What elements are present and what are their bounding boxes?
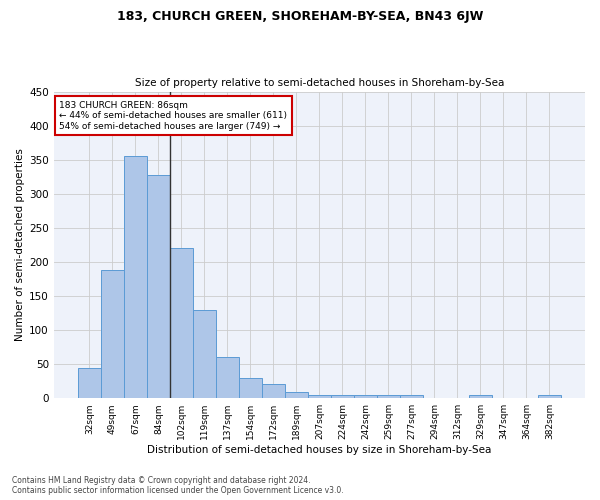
Bar [124, 156, 147, 398]
Bar [538, 396, 561, 398]
Bar [331, 395, 354, 398]
Bar [354, 396, 377, 398]
Bar [216, 358, 239, 398]
Bar [377, 396, 400, 398]
Bar [239, 378, 262, 398]
X-axis label: Distribution of semi-detached houses by size in Shoreham-by-Sea: Distribution of semi-detached houses by … [147, 445, 491, 455]
Y-axis label: Number of semi-detached properties: Number of semi-detached properties [15, 148, 25, 342]
Bar [285, 392, 308, 398]
Bar [147, 176, 170, 398]
Bar [400, 396, 423, 398]
Bar [101, 270, 124, 398]
Bar [469, 396, 492, 398]
Bar [193, 310, 216, 398]
Text: 183, CHURCH GREEN, SHOREHAM-BY-SEA, BN43 6JW: 183, CHURCH GREEN, SHOREHAM-BY-SEA, BN43… [117, 10, 483, 23]
Bar [170, 248, 193, 398]
Bar [78, 368, 101, 398]
Text: 183 CHURCH GREEN: 86sqm
← 44% of semi-detached houses are smaller (611)
54% of s: 183 CHURCH GREEN: 86sqm ← 44% of semi-de… [59, 101, 287, 130]
Title: Size of property relative to semi-detached houses in Shoreham-by-Sea: Size of property relative to semi-detach… [135, 78, 504, 88]
Text: Contains HM Land Registry data © Crown copyright and database right 2024.
Contai: Contains HM Land Registry data © Crown c… [12, 476, 344, 495]
Bar [262, 384, 285, 398]
Bar [308, 396, 331, 398]
